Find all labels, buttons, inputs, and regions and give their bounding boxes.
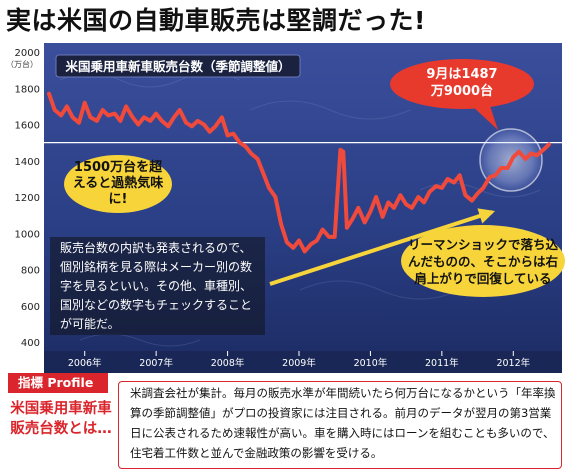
profile-tab: 指標 Profile	[8, 373, 108, 393]
y-tick-label: 1400	[15, 157, 40, 168]
headline: 実は米国の自動車販売は堅調だった!	[6, 6, 426, 35]
profile-description-box	[118, 381, 562, 469]
x-tick-label: 2010年	[354, 357, 388, 369]
profile-section: 指標 Profile 米国乗用車新車販売台数とは… 米調査会社が集計。毎月の販売…	[0, 373, 568, 473]
y-tick-label: 400	[21, 338, 40, 349]
x-tick-label: 2012年	[496, 357, 530, 369]
x-tick-label: 2011年	[425, 357, 459, 369]
profile-description: 米調査会社が集計。毎月の販売水準が年間続いたら何万台になるかという「年率換算の季…	[130, 386, 556, 460]
series-line	[47, 91, 551, 254]
x-axis: 2006年 2007年 2008年 2009年 2010年 2011年 2012年	[68, 351, 531, 369]
callout-lehman-line: リーマンショックで落ち込んだものの、そこからは右肩上がりで回復している	[408, 237, 559, 286]
trend-arrow	[269, 208, 496, 286]
callout-lehman-text: リーマンショックで落ち込んだものの、そこからは右肩上がりで回復している	[408, 236, 558, 287]
x-tick-label: 2008年	[211, 357, 245, 369]
y-tick-label: 1800	[15, 84, 40, 95]
callout-overheat-line: 1500万台を超えると過熱気味に!	[72, 160, 164, 207]
callout-september	[390, 59, 534, 130]
callout-september-text: 9月は1487万9000台	[392, 66, 532, 100]
chart-title: 米国乗用車新車販売台数（季節調整値）	[64, 59, 290, 74]
callout-overheat-text: 1500万台を超えると過熱気味に!	[68, 160, 168, 208]
y-tick-label: 1000	[15, 229, 40, 240]
x-tick-label: 2006年	[68, 357, 102, 369]
callout-september-line: 9月は1487万9000台	[426, 67, 498, 99]
y-tick-label: 2000	[15, 48, 40, 59]
x-tick-label: 2009年	[282, 357, 316, 369]
callout-overheat	[64, 155, 172, 213]
y-tick-label: 600	[21, 302, 40, 313]
y-axis: 2000 1800 1600 1400 1200 1000 800 600 400	[15, 48, 40, 349]
y-tick-label: 1200	[15, 193, 40, 204]
note-box: 販売台数の内訳も発表されるので、個別銘柄を見る際はメーカー別の数字を見るといい。…	[50, 237, 265, 335]
chart-title-box	[55, 54, 301, 78]
y-tick-label: 800	[21, 266, 40, 277]
y-unit-label: （万台）	[6, 59, 38, 69]
y-tick-label: 1600	[15, 121, 40, 132]
profile-term: 米国乗用車新車販売台数とは…	[10, 401, 112, 437]
x-axis-band	[44, 351, 562, 373]
callout-lehman	[401, 225, 565, 297]
x-tick-label: 2007年	[139, 357, 173, 369]
